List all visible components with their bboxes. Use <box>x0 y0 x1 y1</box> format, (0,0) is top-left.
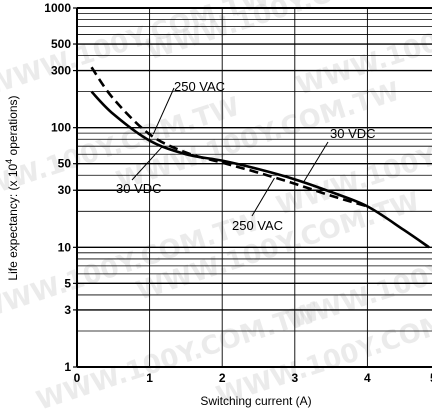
plot-frame <box>73 7 432 368</box>
y-tick-label: 1000 <box>44 1 71 15</box>
grid-lines <box>77 8 432 367</box>
annotation-label: 250 VAC <box>232 218 283 233</box>
y-tick-label: 500 <box>51 37 71 51</box>
series-layer <box>90 66 430 249</box>
y-tick-label: 30 <box>58 183 72 197</box>
y-tick-label: 5 <box>64 276 71 290</box>
series-line-250-vac <box>90 66 368 208</box>
annotation-label: 250 VAC <box>174 79 225 94</box>
y-tick-label: 100 <box>51 121 71 135</box>
y-axis-label-prefix: Life expectancy: (x 10 <box>6 164 20 281</box>
annotation-label: 30 VDC <box>330 126 376 141</box>
y-tick-label: 10 <box>58 240 72 254</box>
annotation-leader <box>131 145 164 181</box>
series-line-30-vdc <box>90 90 430 249</box>
annotation-leader <box>152 87 175 135</box>
annotation-layer: 250 VAC 30 VDC 30 VDC 250 VAC <box>116 79 376 233</box>
y-axis-label-exponent: 4 <box>4 159 14 164</box>
x-tick-label: 1 <box>146 371 153 385</box>
y-tick-label: 300 <box>51 64 71 78</box>
annotation-label: 30 VDC <box>116 181 162 196</box>
x-tick-label: 2 <box>219 371 226 385</box>
annotation-leader <box>303 141 329 183</box>
y-axis-label-suffix: operations) <box>6 95 20 158</box>
x-tick-labels: 0 1 2 3 4 5 <box>74 371 432 385</box>
y-tick-label: 1 <box>64 360 71 374</box>
x-tick-label: 5 <box>430 371 432 385</box>
annotation-leader <box>251 177 275 217</box>
y-axis-label: Life expectancy: (x 104 operations) <box>4 95 20 280</box>
y-tick-label: 3 <box>64 303 71 317</box>
x-tick-label: 4 <box>364 371 371 385</box>
x-tick-label: 3 <box>291 371 298 385</box>
y-tick-label: 50 <box>58 157 72 171</box>
x-axis-label: Switching current (A) <box>200 394 311 408</box>
y-tick-labels: 1 3 5 10 30 50 100 300 500 1000 <box>44 1 71 374</box>
x-tick-label: 0 <box>74 371 81 385</box>
